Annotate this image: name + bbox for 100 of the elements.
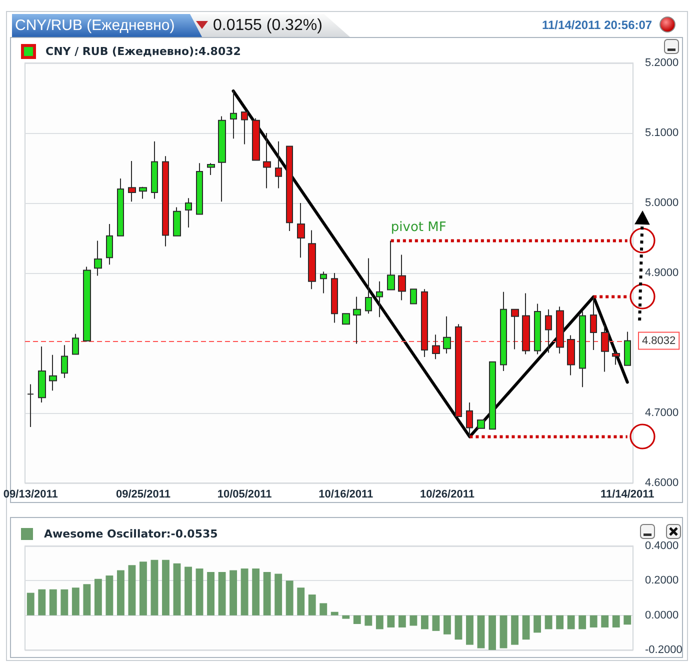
candlestick	[49, 354, 57, 392]
legend-label: Awesome Oscillator:-0.0535	[44, 528, 218, 540]
bar	[240, 568, 248, 616]
bar	[364, 615, 372, 626]
candlestick	[579, 311, 586, 388]
candlestick	[398, 254, 406, 301]
text: 11/14/2011 20:56:07	[542, 18, 652, 33]
bar	[38, 589, 46, 616]
bar	[488, 615, 496, 650]
bar	[454, 615, 462, 640]
bar	[252, 568, 260, 616]
bar	[320, 603, 328, 616]
candlestick	[241, 112, 248, 145]
candlestick	[185, 198, 192, 228]
candlestick	[624, 331, 631, 366]
candlestick	[353, 296, 361, 344]
candlestick	[27, 384, 34, 428]
candlestick	[612, 350, 620, 366]
candlestick	[151, 140, 158, 200]
candlestick	[601, 324, 609, 372]
candlestick	[275, 140, 282, 189]
candlestick	[94, 240, 102, 276]
bar	[286, 580, 294, 616]
bar	[230, 570, 238, 616]
y-tick-label: 5.1000	[645, 127, 679, 139]
bar	[263, 572, 271, 616]
candlestick	[297, 202, 305, 258]
bar	[342, 615, 350, 619]
bar	[162, 560, 170, 616]
y-tick-label: 4.7000	[645, 407, 679, 419]
candlestick	[117, 178, 124, 236]
candlestick	[173, 206, 181, 236]
x-tick-label: 10/26/2011	[420, 488, 474, 500]
candlestick	[72, 333, 79, 355]
text: 0.0155 (0.32%)	[213, 16, 322, 35]
bar	[567, 615, 575, 630]
candlestick	[286, 146, 293, 232]
y-tick-label: 4.9000	[645, 267, 679, 279]
legend-label: CNY / RUB (Ежедневно):4.8032	[46, 45, 241, 58]
candlestick	[128, 160, 136, 202]
bar	[466, 615, 474, 645]
bar	[398, 615, 406, 628]
bar	[94, 578, 102, 616]
ref-line-label: 4.8032	[642, 334, 676, 347]
bar	[128, 565, 136, 616]
bar	[444, 615, 451, 634]
bar	[353, 615, 361, 624]
bar	[308, 594, 316, 616]
candlestick	[410, 288, 417, 304]
x-tick-label: 11/14/2011	[600, 488, 654, 500]
bar	[106, 575, 114, 616]
y-tick-label: 5.0000	[645, 197, 679, 209]
bar	[500, 615, 508, 648]
candlestick	[61, 344, 68, 378]
bar	[578, 615, 586, 630]
candlestick	[218, 116, 226, 202]
bar	[534, 615, 542, 633]
y-tick-label: 0.0000	[645, 609, 679, 622]
candlestick	[139, 186, 147, 200]
candlestick	[534, 303, 541, 355]
x-tick-label: 10/16/2011	[318, 488, 374, 500]
candlestick	[230, 90, 237, 140]
bar	[612, 615, 620, 628]
bar	[184, 566, 192, 616]
x-tick-label: 09/13/2011	[3, 488, 58, 500]
candlestick	[387, 240, 395, 290]
chart-title: CNY/RUB (Ежедневно)	[15, 16, 175, 35]
bar	[511, 615, 518, 645]
candlestick	[376, 280, 383, 318]
candlestick	[500, 291, 507, 372]
candlestick	[162, 156, 169, 247]
candlestick	[455, 324, 462, 417]
bar	[477, 615, 485, 648]
bar	[387, 615, 395, 628]
bar	[601, 615, 609, 628]
candlestick	[331, 272, 338, 324]
bar	[556, 615, 564, 630]
bar	[410, 615, 418, 626]
bar	[297, 588, 305, 616]
candlestick	[308, 230, 316, 290]
bar	[522, 615, 530, 640]
candlestick	[477, 420, 485, 429]
candlestick	[106, 224, 113, 266]
series-label: pivot MF	[390, 220, 446, 235]
bar	[624, 615, 632, 625]
bar	[173, 563, 181, 616]
bar	[432, 615, 440, 631]
y-tick-label: -0.2000	[645, 644, 682, 656]
candlestick	[207, 162, 215, 176]
y-tick-label: 4.6000	[645, 477, 679, 489]
y-tick-label: 0.2000	[645, 574, 679, 587]
bar	[274, 574, 282, 616]
y-tick-label: 5.2000	[645, 57, 679, 69]
candlestick	[83, 266, 91, 342]
candlestick	[466, 402, 473, 438]
bar	[376, 615, 384, 630]
candlestick	[320, 271, 327, 294]
bar	[330, 612, 338, 616]
x-tick-label: 09/25/2011	[116, 488, 170, 500]
candlestick	[489, 361, 496, 430]
